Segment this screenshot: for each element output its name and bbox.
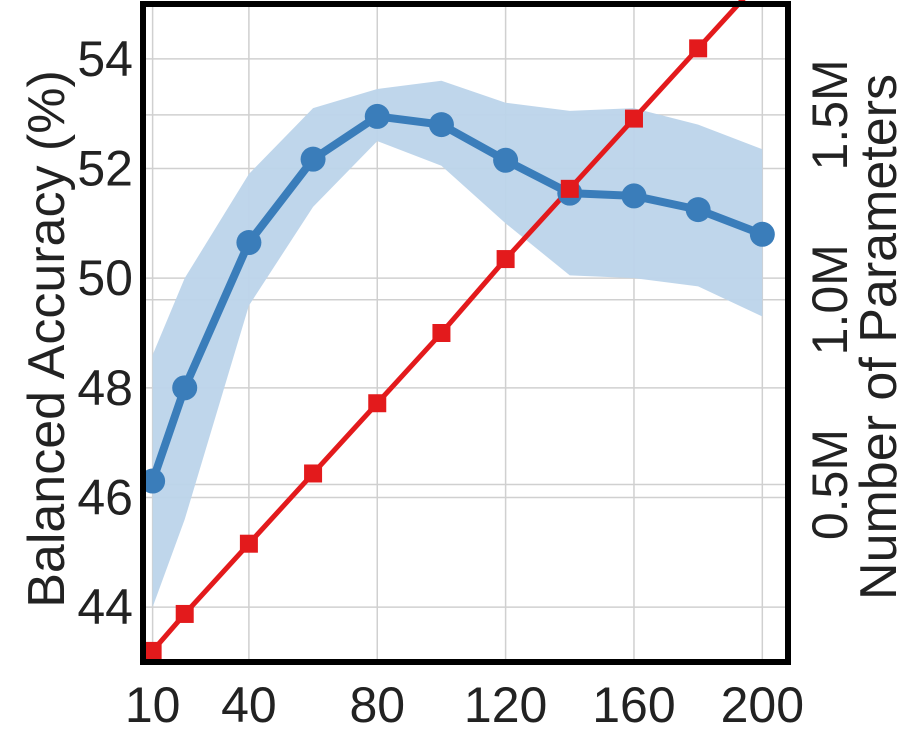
y-axis-title-right: Number of Parameters [850, 74, 908, 600]
accuracy-point [364, 103, 390, 129]
accuracy-point [685, 197, 711, 223]
plot-frame [140, 1, 791, 665]
y-tick-label-left: 44 [77, 579, 133, 635]
parameters-point [143, 641, 162, 660]
parameters-point [239, 534, 258, 553]
parameters-point [304, 464, 323, 483]
x-tick-label: 10 [125, 677, 181, 731]
parameters-point [175, 604, 194, 623]
y-axis-title-left: Balanced Accuracy (%) [18, 70, 76, 608]
tick-labels-group: 10 40 80 120 160 200 44 46 48 50 52 54 0.5M 1.0M 1.5M [77, 31, 858, 731]
x-tick-label: 120 [464, 677, 547, 731]
x-tick-label: 40 [221, 677, 277, 731]
y-tick-label-left: 46 [77, 470, 133, 526]
y-tick-label-right: 1.0M [802, 244, 858, 355]
x-tick-label: 160 [592, 677, 675, 731]
y-tick-label-right: 0.5M [802, 429, 858, 540]
accuracy-point [236, 230, 262, 256]
y-tick-label-left: 50 [77, 250, 133, 306]
x-tick-label: 80 [349, 677, 405, 731]
accuracy-point [493, 147, 519, 173]
y-tick-label-left: 54 [77, 31, 133, 87]
parameters-point [560, 179, 579, 198]
parameters-point [496, 250, 515, 269]
accuracy-confidence-band [152, 80, 763, 608]
parameters-point [624, 109, 643, 128]
accuracy-point [749, 221, 775, 247]
accuracy-band-group [152, 80, 763, 608]
y-tick-label-right: 1.5M [802, 59, 858, 170]
accuracy-point [140, 468, 166, 494]
x-tick-label: 200 [721, 677, 804, 731]
parameters-point [368, 394, 387, 413]
series-markers-group [140, 39, 775, 660]
accuracy-point [621, 183, 647, 209]
accuracy-point [428, 112, 454, 138]
accuracy-point [172, 375, 198, 401]
y-tick-label-left: 48 [77, 360, 133, 416]
y-tick-label-left: 52 [77, 141, 133, 197]
accuracy-point [300, 146, 326, 172]
parameters-point [432, 324, 451, 342]
parameters-point [689, 39, 708, 58]
